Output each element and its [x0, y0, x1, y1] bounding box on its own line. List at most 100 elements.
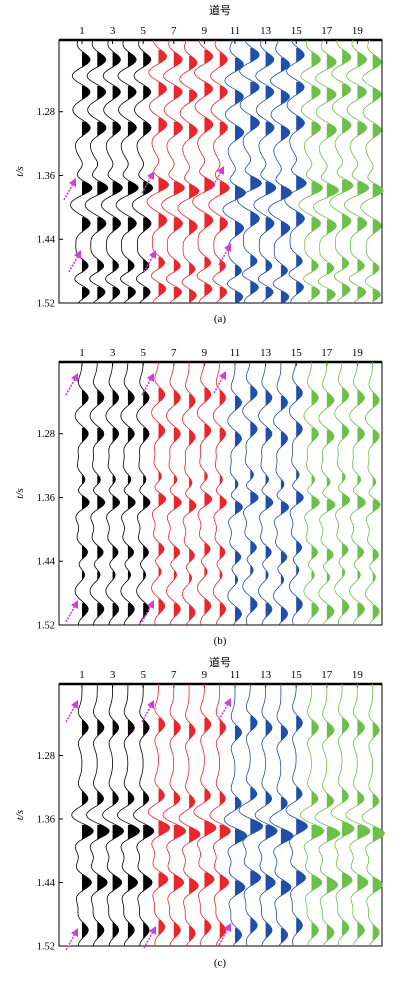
y-tick-label: 1.52 [37, 942, 55, 953]
trace-13 [258, 361, 274, 626]
trace-5 [136, 361, 151, 626]
trace-fill [235, 725, 247, 945]
trace-8 [181, 361, 197, 626]
x-tick-label: 13 [260, 347, 272, 359]
trace-line [269, 684, 294, 947]
trace-line [223, 684, 248, 947]
trace-fill [127, 389, 136, 620]
x-tick-label: 19 [352, 25, 364, 37]
annotation-arrow [213, 371, 226, 394]
y-tick-label: 1.44 [37, 557, 56, 568]
trace-fill [143, 719, 154, 941]
trace-fill [250, 47, 262, 296]
y-tick-label: 1.52 [37, 299, 55, 310]
trace-fill [280, 725, 293, 945]
trace-3 [105, 361, 120, 626]
trace-line [120, 361, 136, 626]
x-tick-label: 19 [352, 669, 364, 681]
x-tick-label: 3 [110, 669, 116, 681]
trace-2 [84, 39, 109, 304]
y-tick-label: 1.28 [37, 107, 55, 118]
trace-fill [97, 389, 105, 620]
trace-4 [115, 39, 139, 304]
trace-line [196, 361, 213, 626]
trace-fill [158, 387, 166, 616]
trace-fill [311, 389, 320, 620]
trace-5 [132, 684, 155, 947]
trace-15 [285, 683, 308, 947]
trace-line [318, 361, 336, 626]
trace-6 [147, 683, 171, 947]
trace-line [208, 39, 230, 304]
y-tick-label: 1.28 [37, 751, 55, 762]
trace-17 [318, 361, 336, 626]
trace-4 [120, 361, 136, 626]
trace-line [360, 39, 384, 304]
x-tick-label: 11 [230, 347, 241, 359]
trace-line [85, 684, 110, 947]
annotation-arrow [65, 700, 78, 723]
trace-10 [209, 684, 231, 947]
trace-line [242, 361, 259, 626]
trace-line [193, 684, 217, 947]
trace-fill [296, 385, 304, 614]
trace-line [343, 39, 370, 304]
trace-line [102, 684, 125, 947]
x-tick-label: 15 [291, 669, 303, 681]
trace-line [314, 684, 341, 947]
trace-7 [162, 684, 187, 947]
x-tick-label: 9 [202, 669, 208, 681]
trace-19 [349, 361, 366, 626]
trace-line [222, 39, 246, 304]
annotation-arrow [65, 373, 78, 396]
trace-fill [342, 717, 355, 939]
trace-4 [116, 684, 141, 947]
trace-line [284, 39, 307, 304]
x-tick-label: 5 [140, 669, 146, 681]
trace-fill [357, 389, 366, 620]
x-tick-label: 1 [79, 25, 85, 37]
annotation-arrow [218, 698, 231, 721]
trace-fill [342, 49, 353, 300]
x-tick-label: 17 [321, 669, 333, 681]
trace-12 [238, 683, 264, 947]
trace-fill [280, 57, 292, 304]
trace-line [273, 362, 290, 626]
trace-1 [74, 361, 90, 626]
trace-line [84, 39, 109, 304]
y-tick-label: 1.44 [37, 235, 56, 246]
y-tick-label: 1.52 [37, 621, 55, 632]
annotation-arrow [143, 250, 156, 273]
trace-line [71, 684, 94, 947]
trace-14 [268, 39, 293, 304]
trace-fill [326, 391, 336, 622]
trace-fill [204, 387, 212, 616]
trace-5 [131, 39, 154, 304]
annotation-arrow [141, 171, 154, 194]
y-axis-label: t/s [14, 810, 26, 820]
trace-line [258, 361, 274, 626]
trace-7 [161, 39, 185, 304]
trace-14 [273, 362, 290, 626]
trace-1 [71, 684, 94, 947]
trace-8 [178, 684, 201, 947]
trace-fill [372, 391, 381, 622]
trace-line [212, 361, 227, 626]
y-tick-label: 1.44 [37, 878, 56, 889]
x-tick-label: 9 [202, 25, 208, 37]
trace-13 [254, 684, 278, 947]
trace-17 [314, 684, 341, 947]
annotation-arrow [65, 928, 78, 951]
trace-line [288, 361, 304, 626]
trace-line [365, 361, 381, 626]
trace-12 [237, 39, 262, 304]
trace-fill [112, 389, 120, 620]
trace-line [116, 684, 141, 947]
x-tick-label: 19 [352, 347, 364, 359]
trace-9 [196, 361, 213, 626]
annotation-arrow [143, 926, 156, 949]
trace-line [166, 361, 182, 626]
trace-15 [284, 39, 307, 304]
trace-line [329, 39, 354, 304]
